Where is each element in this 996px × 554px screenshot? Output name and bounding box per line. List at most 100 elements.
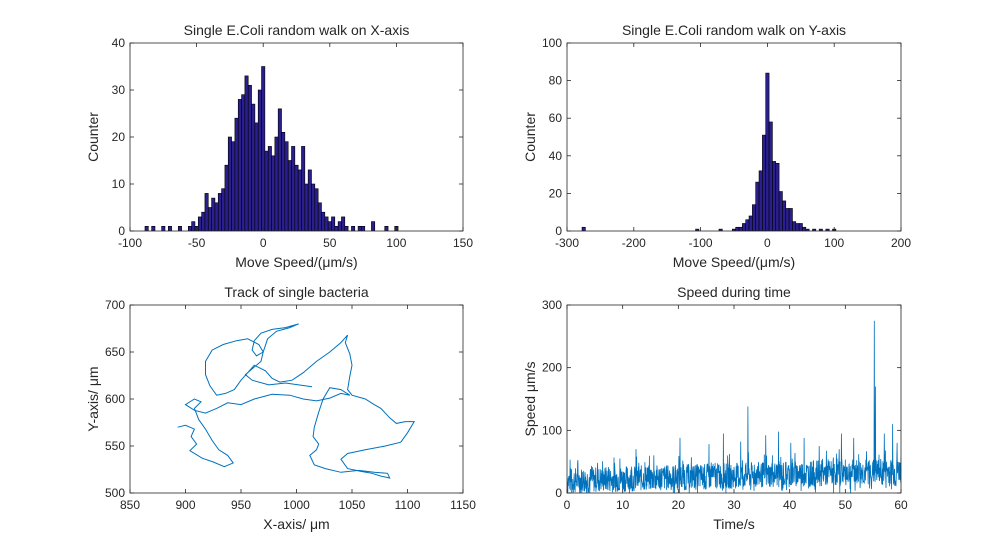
y-tick-label: 200: [542, 361, 562, 375]
histogram-bar: [237, 99, 242, 231]
x-tick-label: 0: [260, 236, 267, 250]
histogram-bar: [204, 193, 209, 231]
histogram-bar: [304, 183, 309, 231]
histogram-bar: [384, 226, 389, 231]
x-tick-label: 1050: [339, 498, 366, 512]
histogram-bar: [742, 223, 746, 231]
histogram-bar: [795, 223, 800, 231]
histogram-bar: [785, 208, 790, 231]
y-axis-label: Counter: [522, 112, 538, 162]
histogram-bar: [748, 215, 753, 231]
plot-area: [581, 72, 837, 231]
plot-area: [144, 66, 399, 231]
x-tick-label: 60: [894, 498, 908, 512]
histogram-bar: [294, 164, 299, 231]
y-tick-label: 40: [112, 36, 126, 50]
histogram-bar: [311, 183, 316, 231]
histogram-bar: [301, 146, 306, 231]
y-tick-label: 30: [112, 83, 126, 97]
x-tick-label: -100: [118, 236, 142, 250]
x-tick-label: -50: [188, 236, 206, 250]
histogram-bar: [264, 150, 269, 231]
histogram-bar: [782, 200, 787, 231]
histogram-bar: [758, 170, 763, 231]
histogram-bar: [267, 146, 272, 231]
subplot-2: -300 -200 -100 0 100 200 0 20 40 60 80 100 Single E.…: [522, 22, 911, 270]
x-tick-label: 30: [727, 498, 741, 512]
histogram-bar: [277, 108, 282, 231]
histogram-bar: [244, 75, 249, 231]
histogram-bar: [201, 211, 206, 231]
histogram-bar: [214, 202, 219, 231]
x-tick-label: -300: [555, 236, 579, 250]
histogram-bar: [161, 226, 166, 231]
histogram-bar: [324, 216, 329, 231]
histogram-bar: [241, 94, 246, 231]
x-tick-label: 850: [120, 498, 140, 512]
y-tick-label: 80: [549, 74, 563, 88]
histogram-bar: [581, 226, 586, 231]
histogram-bar: [755, 181, 760, 231]
y-tick-label: 10: [112, 177, 126, 191]
x-tick-label: 1000: [283, 498, 310, 512]
track-line: [177, 323, 416, 479]
histogram-bar: [361, 226, 366, 231]
histogram-bar: [371, 221, 376, 231]
y-tick-label: 700: [105, 298, 125, 312]
y-axis-label: Y-axis/ μm: [85, 366, 101, 431]
histogram-bar: [144, 226, 149, 231]
axes-box: [129, 304, 464, 494]
y-tick-label: 20: [112, 130, 126, 144]
histogram-bar: [167, 226, 172, 231]
y-tick-label: 60: [549, 111, 563, 125]
histogram-bar: [331, 216, 336, 231]
histogram-bar: [191, 221, 196, 231]
histogram-bar: [284, 141, 289, 231]
histogram-bar: [297, 169, 302, 231]
histogram-bar: [792, 221, 797, 231]
chart-title: Speed during time: [677, 284, 791, 300]
y-tick-label: 650: [105, 345, 125, 359]
histogram-bar: [775, 163, 780, 231]
x-tick-label: 0: [564, 498, 571, 512]
x-tick-label: 200: [891, 236, 911, 250]
histogram-bar: [778, 191, 783, 231]
x-tick-label: 10: [616, 498, 630, 512]
histogram-bar: [765, 72, 770, 231]
histogram-bar: [351, 226, 356, 231]
histogram-bar: [321, 211, 326, 231]
histogram-bar: [177, 226, 182, 231]
histogram-bar: [271, 155, 276, 231]
x-tick-label: -100: [689, 236, 713, 250]
x-tick-label: 1100: [395, 498, 421, 512]
histogram-bar: [788, 208, 793, 231]
histogram-bar: [217, 193, 222, 231]
subplot-1: -100 -50 0 50 100 150 0 10 20 30 40 Single E.Coli r…: [85, 22, 473, 270]
chart-title: Single E.Coli random walk on Y-axis: [622, 22, 846, 38]
x-tick-label: 0: [764, 236, 771, 250]
y-tick-label: 0: [555, 224, 562, 238]
histogram-bar: [287, 160, 292, 231]
histogram-bar: [254, 122, 259, 231]
histogram-bar: [334, 226, 339, 231]
histogram-bar: [224, 164, 229, 231]
histogram-bar: [197, 216, 202, 231]
y-tick-label: 600: [105, 392, 125, 406]
histogram-bar: [344, 226, 349, 231]
y-tick-label: 0: [555, 486, 562, 500]
histogram-bar: [274, 136, 279, 231]
y-tick-label: 20: [549, 186, 563, 200]
x-tick-label: 900: [175, 498, 195, 512]
histogram-bar: [314, 188, 319, 231]
histogram-bar: [151, 226, 156, 231]
histogram-bar: [738, 226, 743, 231]
histogram-bar: [317, 202, 322, 231]
histogram-bar: [257, 89, 262, 231]
y-tick-label: 300: [542, 298, 562, 312]
histogram-bar: [357, 226, 362, 231]
histogram-bar: [735, 226, 740, 231]
histogram-bar: [291, 146, 296, 231]
x-tick-label: 100: [824, 236, 844, 250]
histogram-bar: [341, 216, 346, 231]
histogram-bar: [762, 134, 767, 231]
